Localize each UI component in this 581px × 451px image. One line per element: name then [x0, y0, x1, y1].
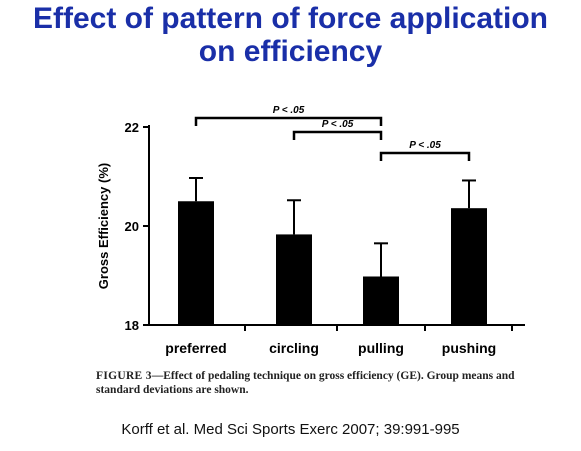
bar-preferred — [178, 201, 214, 325]
bar-pulling — [363, 276, 399, 325]
significance-bracket-1 — [292, 130, 383, 140]
figure-caption-text: —Effect of pedaling technique on gross e… — [96, 370, 515, 396]
slide-title: Effect of pattern of force application o… — [0, 2, 581, 68]
figure-caption-label: FIGURE 3 — [96, 370, 152, 382]
slide-title-line-2: on efficiency — [198, 35, 383, 68]
significance-label-0: P < .05 — [273, 105, 305, 116]
x-tick-label-pushing: pushing — [442, 340, 496, 356]
significance-label-1: P < .05 — [322, 119, 354, 130]
x-tick-label-circling: circling — [269, 340, 319, 356]
significance-bracket-2 — [379, 151, 471, 161]
slide-title-line-1: Effect of pattern of force application — [32, 2, 549, 35]
y-axis-label: Gross Efficiency (%) — [96, 163, 111, 289]
significance-label-2: P < .05 — [409, 140, 441, 151]
bar-circling — [276, 234, 312, 325]
bar-pushing — [451, 208, 487, 325]
y-tick-label-2: 22 — [125, 120, 139, 135]
y-tick-label-0: 18 — [125, 318, 139, 333]
citation: Korff et al. Med Sci Sports Exerc 2007; … — [121, 421, 460, 438]
x-tick-label-pulling: pulling — [358, 340, 404, 356]
figure-caption: FIGURE 3—Effect of pedaling technique on… — [96, 369, 546, 397]
x-tick-label-preferred: preferred — [165, 340, 226, 356]
significance-bracket-0 — [194, 116, 383, 126]
y-tick-label-1: 20 — [125, 219, 139, 234]
